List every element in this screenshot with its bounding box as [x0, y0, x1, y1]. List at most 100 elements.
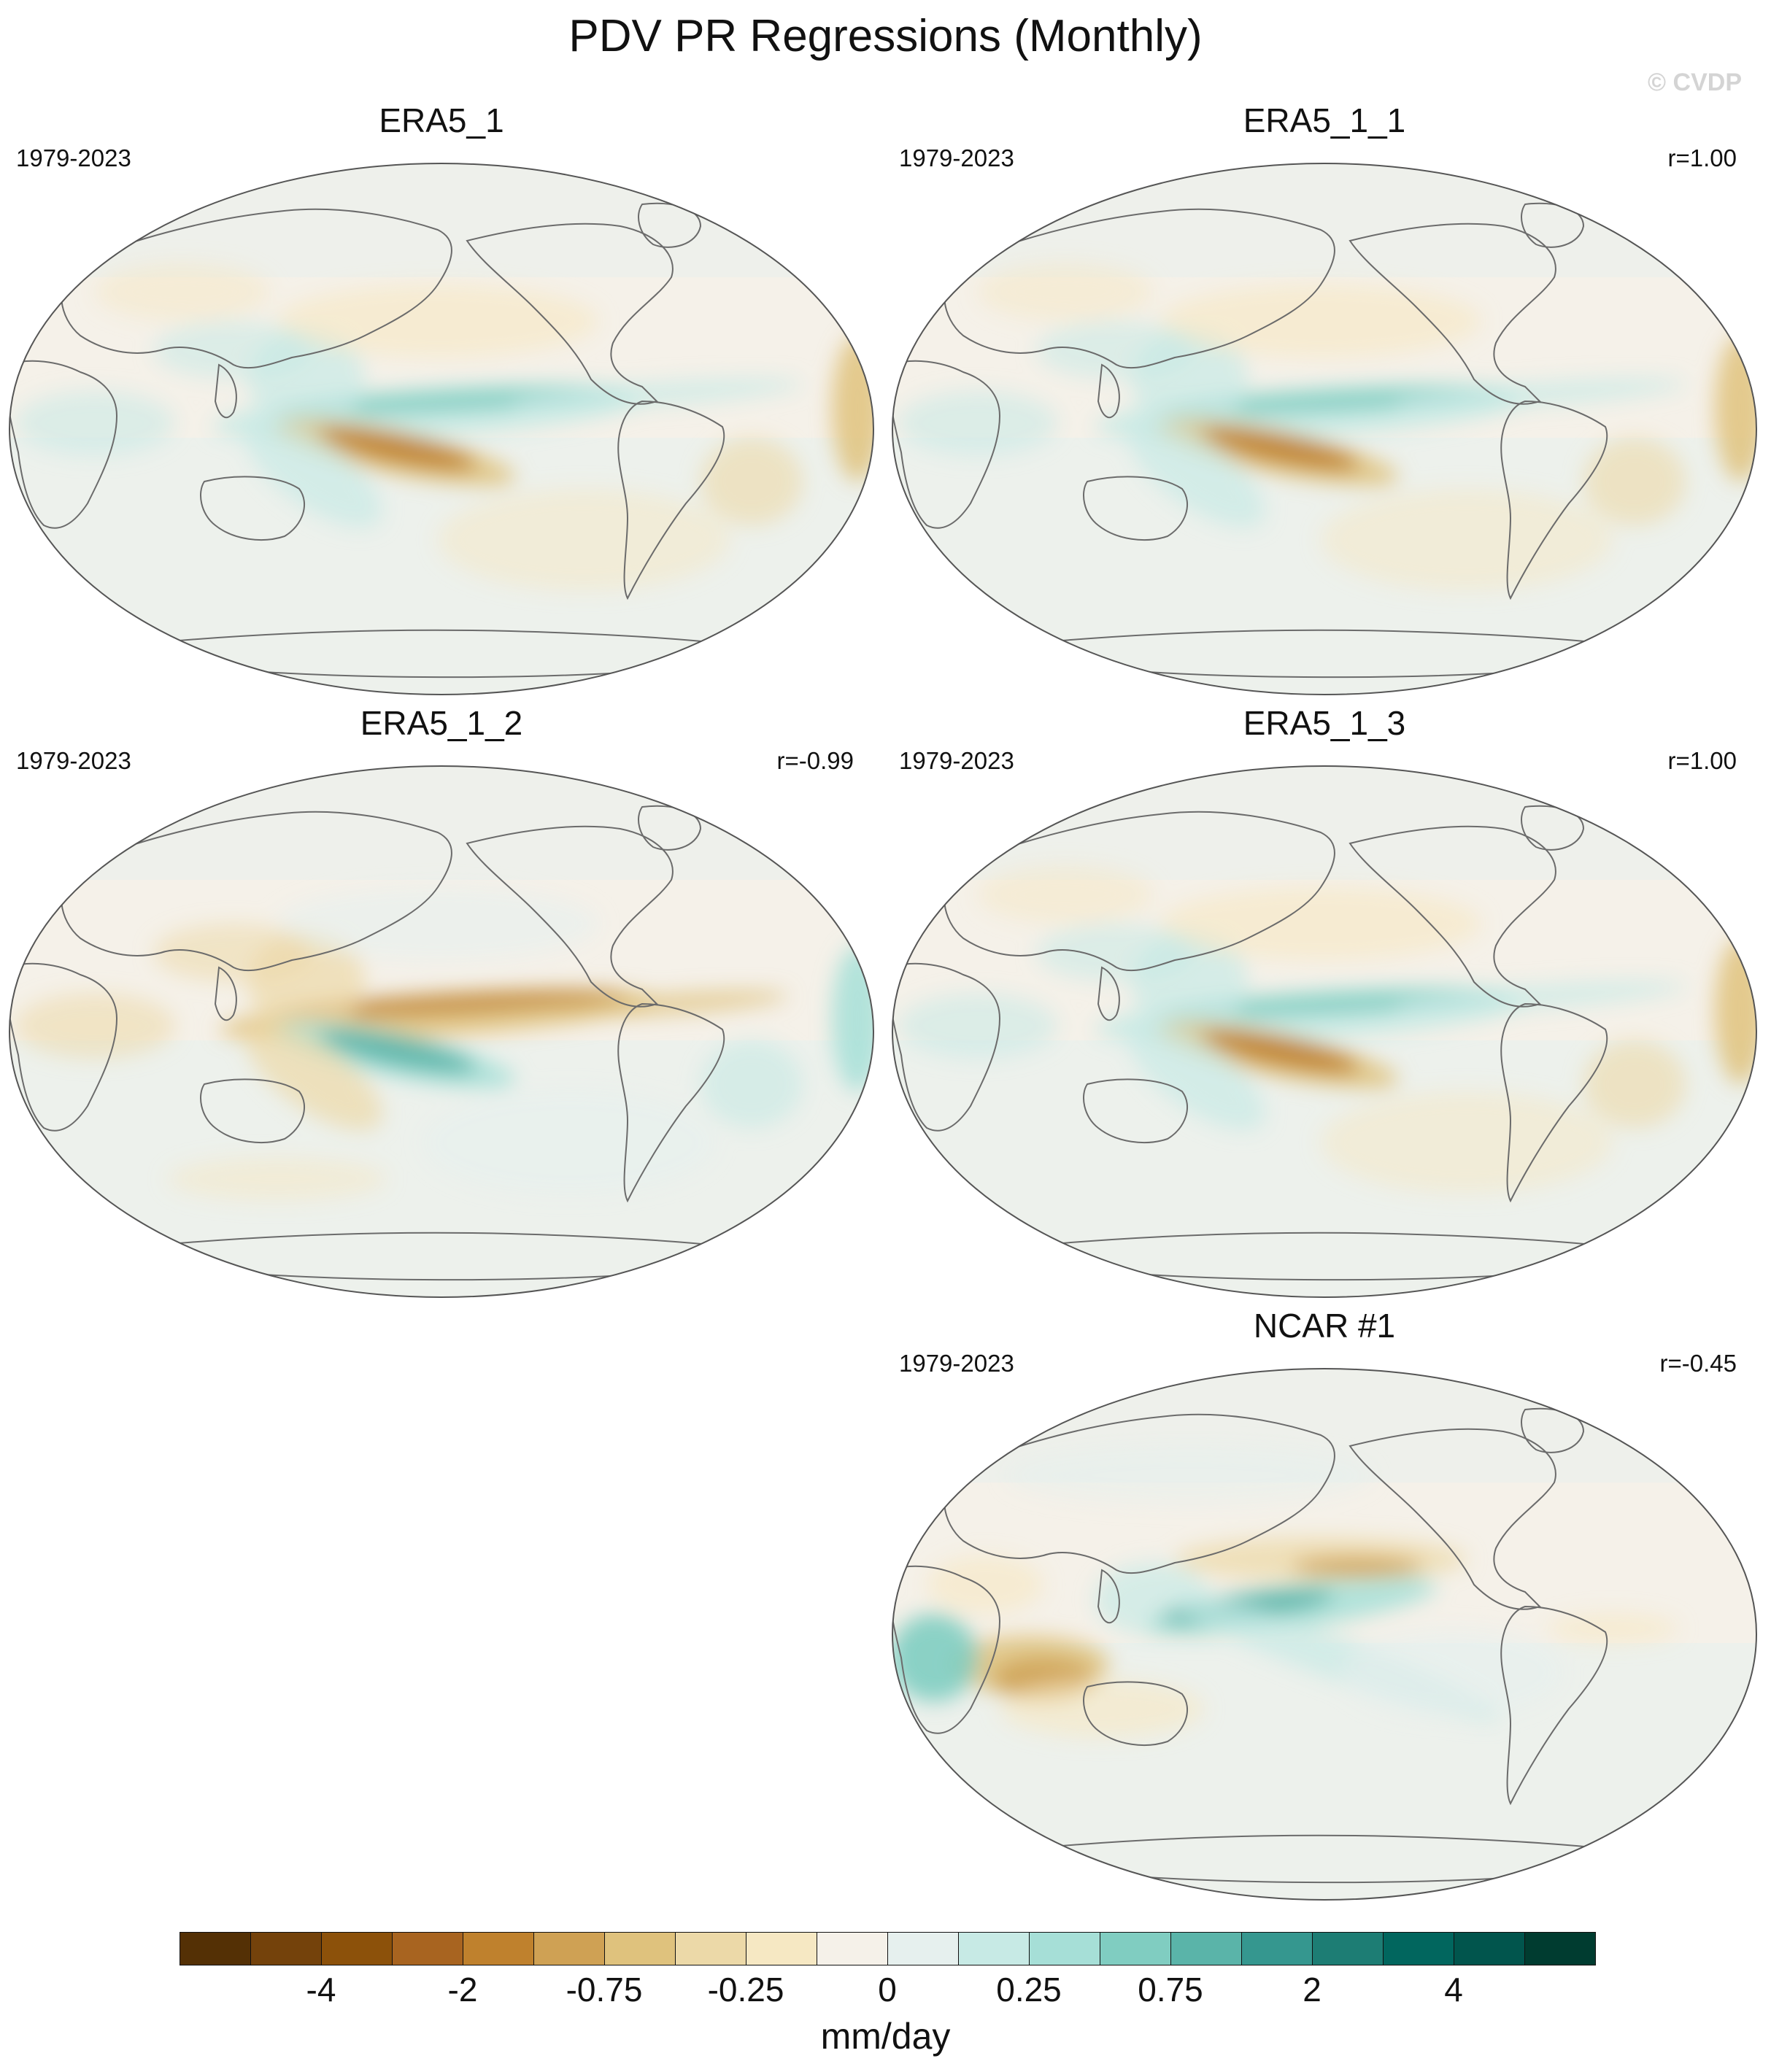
colorbar-swatch	[887, 1932, 959, 1965]
regression-anomaly	[1160, 990, 1510, 1018]
regression-anomaly	[1343, 1628, 1562, 1716]
coastline	[944, 1413, 1335, 1574]
colorbar-swatch	[180, 1932, 251, 1965]
colorbar-tick-label: 0	[878, 1971, 897, 2009]
panel-title: ERA5_1	[379, 101, 504, 139]
map-border	[892, 765, 1757, 1298]
colorbar-swatch	[958, 1932, 1030, 1965]
panel-era5-1-3: ERA5_1_3 1979-2023 r=1.00	[883, 703, 1766, 1302]
colorbar-tick-label: -0.25	[707, 1971, 784, 2009]
colorbar-swatch	[1029, 1932, 1100, 1965]
regression-anomaly	[1007, 1446, 1372, 1504]
colorbar-swatch	[463, 1932, 534, 1965]
panel-period: 1979-2023	[899, 747, 1014, 774]
coastline	[1097, 363, 1120, 419]
panel-period: 1979-2023	[899, 1350, 1014, 1377]
coastline	[1500, 1002, 1608, 1203]
coastline	[892, 1565, 1001, 1734]
panel-era5-1-1: ERA5_1_1 1979-2023 r=1.00	[883, 101, 1766, 699]
coastline	[892, 360, 1001, 529]
colorbar-swatch	[817, 1932, 888, 1965]
colorbar-swatch	[1241, 1932, 1313, 1965]
regression-anomaly	[701, 438, 803, 525]
regression-anomaly	[438, 489, 730, 591]
regression-anomaly	[898, 993, 1058, 1059]
regression-anomaly	[319, 1029, 476, 1074]
panel-correlation: r=-0.45	[1659, 1350, 1737, 1377]
colorbar-swatch	[1312, 1932, 1384, 1965]
panel-period: 1979-2023	[899, 144, 1014, 171]
coastline	[466, 825, 674, 1008]
regression-anomaly	[168, 1157, 387, 1201]
colorbar-units: mm/day	[820, 2016, 951, 2057]
regression-anomaly	[1202, 426, 1359, 471]
coastline	[1348, 1428, 1556, 1610]
coastline	[1083, 1681, 1189, 1746]
regression-anomaly	[277, 991, 628, 1017]
regression-anomaly	[153, 321, 314, 379]
regression-map	[892, 1368, 1757, 1901]
coastline	[1083, 476, 1189, 541]
coastline	[200, 476, 306, 541]
regression-anomaly	[832, 946, 873, 1091]
panel-title: ERA5_1_2	[360, 704, 523, 742]
regression-anomaly	[1160, 285, 1481, 357]
colorbar-tick-label: -4	[306, 1971, 336, 2009]
regression-anomaly	[898, 390, 1058, 456]
panel-period: 1979-2023	[16, 144, 131, 171]
regression-anomaly	[277, 387, 628, 415]
coastline	[944, 811, 1335, 972]
colorbar-swatch	[746, 1932, 817, 1965]
colorbar-tick-label: 4	[1444, 1971, 1463, 2009]
colorbar-tick-label: -2	[447, 1971, 478, 2009]
regression-anomaly	[1160, 387, 1510, 415]
panel-correlation: r=1.00	[1667, 747, 1737, 774]
map-border	[892, 1368, 1757, 1901]
panel-title: ERA5_1_3	[1243, 704, 1406, 742]
regression-anomaly	[15, 390, 175, 456]
colorbar-swatch	[604, 1932, 676, 1965]
map-field	[9, 766, 873, 1297]
regression-anomaly	[277, 285, 598, 357]
regression-anomaly	[153, 924, 314, 982]
coastline	[617, 400, 725, 600]
regression-anomaly	[15, 993, 175, 1059]
regression-anomaly	[1321, 1091, 1613, 1194]
regression-anomaly	[555, 991, 788, 1017]
coastline	[944, 208, 1335, 369]
colorbar-swatch	[1524, 1932, 1596, 1965]
regression-anomaly	[1202, 1029, 1359, 1074]
regression-map	[892, 163, 1757, 695]
map-field	[9, 163, 873, 695]
panel-title: NCAR #1	[1253, 1307, 1396, 1345]
regression-anomaly	[1036, 924, 1197, 982]
colorbar-tick-label: 0.75	[1138, 1971, 1203, 2009]
coastline	[9, 962, 118, 1132]
regression-anomaly	[1547, 1614, 1678, 1643]
colorbar-swatch	[1100, 1932, 1171, 1965]
coastline	[617, 1002, 725, 1203]
regression-anomaly	[1160, 887, 1481, 960]
colorbar-swatch	[392, 1932, 463, 1965]
regression-anomaly	[1583, 438, 1686, 525]
coastline	[1097, 966, 1120, 1021]
regression-anomaly	[892, 1614, 978, 1701]
regression-anomaly	[277, 887, 598, 960]
coastline	[214, 363, 237, 419]
coastline	[466, 223, 674, 405]
regression-map	[9, 765, 874, 1298]
colorbar-tick-label: 0.25	[996, 1971, 1062, 2009]
coastline	[214, 966, 237, 1021]
cvdp-watermark: © CVDP	[1648, 69, 1742, 96]
regression-map	[9, 163, 874, 695]
coastline	[1348, 223, 1556, 405]
regression-anomaly	[1321, 489, 1613, 591]
regression-anomaly	[245, 1023, 382, 1131]
regression-anomaly	[1583, 1040, 1686, 1128]
regression-anomaly	[511, 378, 803, 410]
regression-anomaly	[95, 263, 270, 321]
coastline	[1348, 825, 1556, 1008]
coastline	[61, 811, 452, 972]
regression-anomaly	[978, 865, 1153, 924]
colorbar-swatch	[675, 1932, 746, 1965]
